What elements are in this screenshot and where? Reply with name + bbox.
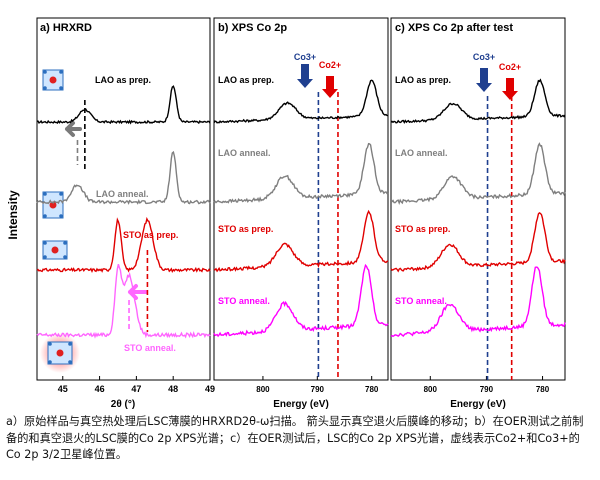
figure-caption: a）原始样品与真空热处理后LSC薄膜的HRXRD2θ-ω扫描。 箭头显示真空退火… (6, 415, 584, 461)
series-label-b-3: STO as prep. (218, 224, 273, 234)
curve-c-2 (390, 142, 566, 205)
y-axis-label: Intensity (6, 190, 20, 240)
curve-b-3 (213, 209, 389, 273)
series-label-a-3: STO as prep. (123, 230, 178, 240)
panel-b-title: b) XPS Co 2p (218, 22, 287, 34)
series-label-c-2: LAO anneal. (395, 148, 448, 158)
x-tick-label-b: 790 (311, 385, 325, 394)
crystal-structure-icon (42, 240, 68, 260)
panel-b-frame (213, 17, 389, 381)
co2-label-c: Co2+ (499, 62, 521, 72)
curve-a-4 (36, 264, 211, 339)
curve-b-2 (213, 142, 389, 204)
curve-b-4 (213, 263, 389, 338)
x-tick-label-a: 46 (95, 384, 105, 394)
curve-c-1 (390, 78, 566, 125)
x-tick-label-a: 47 (131, 384, 141, 394)
crystal-structure-icon (42, 191, 64, 219)
panel-b-xlabel: Energy (eV) (273, 399, 329, 410)
series-label-b-2: LAO anneal. (218, 148, 271, 158)
co2-arrow-c (502, 78, 518, 100)
co3-label-c: Co3+ (473, 52, 495, 62)
series-label-a-2: LAO anneal. (96, 189, 149, 199)
curve-a-1 (36, 85, 211, 125)
series-label-c-1: LAO as prep. (395, 75, 451, 85)
series-label-b-4: STO anneal. (218, 296, 270, 306)
series-label-c-3: STO as prep. (395, 224, 450, 234)
x-tick-label-a: 48 (168, 384, 178, 394)
co2-arrow-b (322, 76, 338, 98)
crystal-structure-icon (40, 333, 80, 373)
lao-shift-arrow (65, 121, 82, 137)
co3-arrow-c (476, 68, 492, 92)
co3-label-b: Co3+ (294, 52, 316, 62)
panel-a-frame (36, 17, 211, 381)
figure: Intensity a) HRXRD b) XPS Co 2p c) XPS C… (6, 17, 566, 410)
series-label-a-1: LAO as prep. (95, 75, 151, 85)
series-label-b-1: LAO as prep. (218, 75, 274, 85)
x-tick-label-b: 800 (256, 385, 270, 394)
co3-arrow-b (297, 64, 313, 88)
x-tick-label-a: 49 (205, 384, 215, 394)
curve-b-1 (213, 79, 389, 124)
panel-a-xlabel: 2θ (°) (111, 399, 135, 410)
x-tick-label-c: 790 (480, 385, 494, 394)
curve-a-3 (36, 216, 211, 274)
x-tick-label-b: 780 (365, 385, 379, 394)
panel-c-title: c) XPS Co 2p after test (395, 22, 513, 34)
panel-c-xlabel: Energy (eV) (450, 399, 506, 410)
x-tick-label-c: 780 (536, 385, 550, 394)
curve-c-4 (390, 266, 566, 338)
x-tick-label-c: 800 (424, 385, 438, 394)
crystal-structure-icon (42, 69, 64, 91)
x-tick-label-a: 45 (58, 384, 68, 394)
curve-c-3 (390, 212, 566, 273)
series-label-a-4: STO anneal. (124, 343, 176, 353)
panel-a-title: a) HRXRD (40, 22, 92, 34)
panel-c-frame (390, 17, 566, 381)
co2-label-b: Co2+ (319, 60, 341, 70)
curve-a-2 (36, 150, 211, 205)
series-label-c-4: STO anneal. (395, 296, 447, 306)
